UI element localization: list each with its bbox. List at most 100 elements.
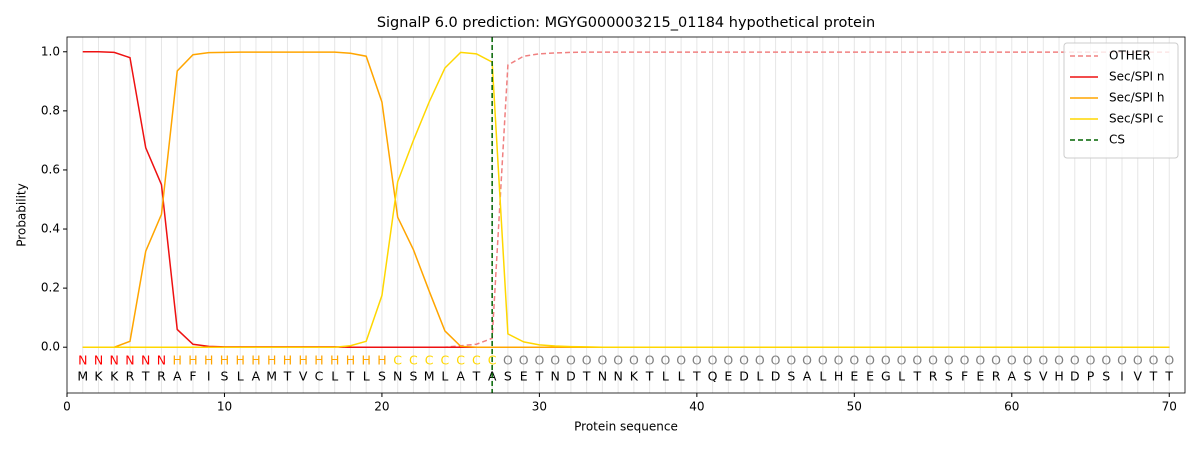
region-label: O: [912, 353, 922, 368]
chart-title: SignalP 6.0 prediction: MGYG000003215_01…: [377, 15, 875, 31]
region-label: O: [960, 353, 970, 368]
region-label: H: [346, 353, 355, 368]
residue-label: E: [724, 369, 732, 384]
x-tick-label: 50: [847, 400, 862, 414]
region-label: O: [708, 353, 718, 368]
region-label: C: [425, 353, 434, 368]
region-label: O: [503, 353, 513, 368]
region-label: O: [818, 353, 828, 368]
region-label: O: [739, 353, 749, 368]
residue-label: A: [173, 369, 182, 384]
region-label: H: [220, 353, 229, 368]
region-label: H: [377, 353, 386, 368]
residue-label: T: [1164, 369, 1173, 384]
residue-label: R: [157, 369, 166, 384]
residue-label: L: [756, 369, 763, 384]
region-label: H: [204, 353, 213, 368]
residue-label: C: [315, 369, 324, 384]
region-label: C: [441, 353, 450, 368]
residue-label: S: [945, 369, 953, 384]
residue-label: T: [283, 369, 292, 384]
region-label: O: [566, 353, 576, 368]
residue-label: I: [207, 369, 211, 384]
region-label: O: [1149, 353, 1159, 368]
residue-label: L: [678, 369, 685, 384]
region-label: N: [78, 353, 87, 368]
region-label: O: [755, 353, 765, 368]
region-label: O: [1133, 353, 1143, 368]
legend-label: Sec/SPI n: [1109, 70, 1164, 84]
residue-label: R: [992, 369, 1001, 384]
residue-label: L: [662, 369, 669, 384]
residue-label: A: [252, 369, 261, 384]
series-line: [82, 51, 1170, 348]
residue-label: S: [787, 369, 795, 384]
x-tick-label: 30: [532, 400, 547, 414]
y-tick-label: 0.8: [41, 103, 60, 117]
x-tick-label: 40: [689, 400, 704, 414]
residue-label: T: [535, 369, 544, 384]
legend-label: CS: [1109, 133, 1125, 147]
residue-label: T: [582, 369, 591, 384]
residue-label: R: [929, 369, 938, 384]
residue-label: P: [1087, 369, 1095, 384]
region-label: O: [1038, 353, 1048, 368]
region-label: H: [267, 353, 276, 368]
region-label: H: [330, 353, 339, 368]
residue-label: D: [771, 369, 781, 384]
legend-label: OTHER: [1109, 49, 1151, 63]
residue-label: T: [645, 369, 654, 384]
region-label: O: [991, 353, 1001, 368]
residue-label: A: [1008, 369, 1017, 384]
residue-label: F: [961, 369, 968, 384]
region-label: O: [975, 353, 985, 368]
region-label: H: [298, 353, 307, 368]
residue-label: D: [566, 369, 576, 384]
region-label: N: [110, 353, 119, 368]
residue-label: L: [363, 369, 370, 384]
residue-label: T: [1149, 369, 1158, 384]
x-tick-label: 70: [1162, 400, 1177, 414]
y-tick-label: 1.0: [41, 44, 60, 58]
residue-label: N: [550, 369, 559, 384]
series-line: [82, 51, 1170, 348]
residue-label: K: [94, 369, 103, 384]
residue-label: M: [77, 369, 88, 384]
region-label: O: [786, 353, 796, 368]
region-label: H: [283, 353, 292, 368]
residue-label: V: [299, 369, 308, 384]
residue-label: T: [912, 369, 921, 384]
region-label: O: [897, 353, 907, 368]
region-label: O: [629, 353, 639, 368]
region-label: O: [802, 353, 812, 368]
residue-label: D: [739, 369, 749, 384]
region-label: O: [834, 353, 844, 368]
region-label: N: [125, 353, 134, 368]
region-label: O: [1007, 353, 1017, 368]
y-tick-label: 0.4: [41, 222, 60, 236]
region-label: O: [944, 353, 954, 368]
region-label: O: [723, 353, 733, 368]
residue-label: K: [630, 369, 639, 384]
region-label: O: [550, 353, 560, 368]
residue-label: L: [819, 369, 826, 384]
residue-label: N: [613, 369, 622, 384]
series-line: [82, 51, 1170, 348]
region-label: O: [849, 353, 859, 368]
residue-label: G: [881, 369, 891, 384]
residue-label: E: [976, 369, 984, 384]
region-label: O: [881, 353, 891, 368]
residue-label: H: [1054, 369, 1063, 384]
region-label: O: [1117, 353, 1127, 368]
x-tick-label: 10: [217, 400, 232, 414]
region-label: O: [928, 353, 938, 368]
residue-label: L: [898, 369, 905, 384]
residue-label: S: [1102, 369, 1110, 384]
region-label: H: [173, 353, 182, 368]
residue-label: T: [346, 369, 355, 384]
residue-label: F: [189, 369, 196, 384]
residue-label: M: [266, 369, 277, 384]
region-label: O: [1086, 353, 1096, 368]
residue-label: S: [504, 369, 512, 384]
